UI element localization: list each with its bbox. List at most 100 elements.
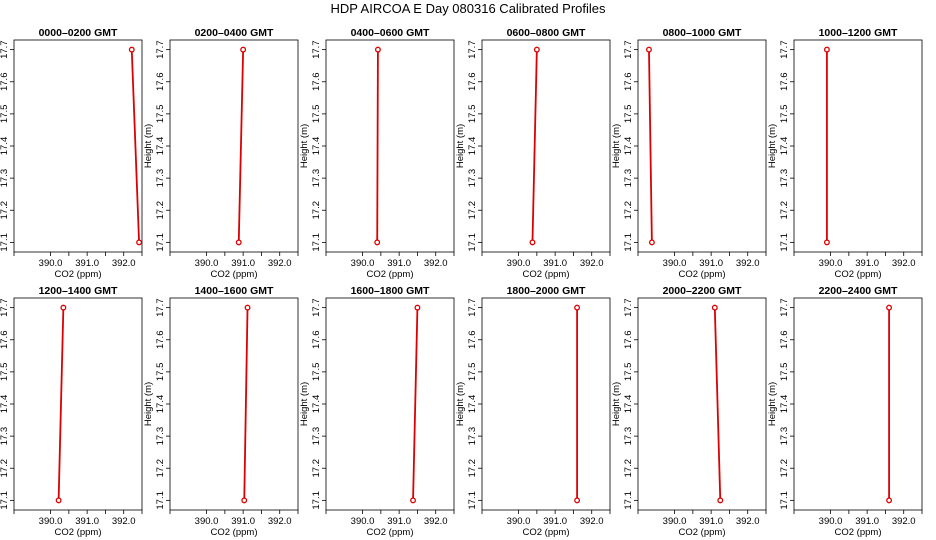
y-axis-label: Height (m) xyxy=(767,124,778,168)
panel-title: 2200–2400 GMT xyxy=(819,285,898,297)
y-tick-label: 17.5 xyxy=(155,105,166,124)
data-point xyxy=(128,46,135,53)
panel-title: 1000–1200 GMT xyxy=(819,27,898,39)
data-point xyxy=(574,497,581,504)
y-axis-label: Height (m) xyxy=(455,124,466,168)
y-axis-label: Height (m) xyxy=(455,382,466,426)
y-tick-label: 17.3 xyxy=(0,427,10,446)
y-tick-label: 17.7 xyxy=(467,40,478,59)
x-tick-label: 392.0 xyxy=(736,258,760,269)
profile-line xyxy=(237,49,245,243)
chart-panel: 1800–2000 GMT 390.0 391.0 392.0 CO2 (ppm) 17.… xyxy=(455,285,611,538)
y-axis-label: Height (m) xyxy=(143,124,154,168)
y-tick-label: 17.4 xyxy=(311,395,322,414)
x-axis-label: CO2 (ppm) xyxy=(835,269,882,280)
data-point xyxy=(533,46,540,53)
panel-title: 0200–0400 GMT xyxy=(195,27,274,39)
data-point xyxy=(244,304,251,311)
y-tick-label: 17.7 xyxy=(467,298,478,317)
y-tick-label: 17.4 xyxy=(623,137,634,156)
y-tick-label: 17.1 xyxy=(311,491,322,510)
chart-panel: 0400–0600 GMT 390.0 391.0 392.0 CO2 (ppm) 17.… xyxy=(299,27,455,280)
plot-frame xyxy=(637,39,767,253)
plot-frame xyxy=(481,39,611,253)
profile-line xyxy=(243,307,249,501)
plot-frame xyxy=(481,297,611,511)
x-tick-label: 391.0 xyxy=(855,516,879,527)
y-tick-label: 17.2 xyxy=(155,459,166,478)
plot-frame xyxy=(13,39,143,253)
x-tick-label: 390.0 xyxy=(195,258,219,269)
x-tick-label: 392.0 xyxy=(112,516,136,527)
y-tick-label: 17.4 xyxy=(155,395,166,414)
x-tick-label: 391.0 xyxy=(387,516,411,527)
y-tick-label: 17.7 xyxy=(0,40,10,59)
y-tick-label: 17.3 xyxy=(779,169,790,188)
x-tick-label: 392.0 xyxy=(268,258,292,269)
chart-panel: 0600–0800 GMT 390.0 391.0 392.0 CO2 (ppm) 17.… xyxy=(455,27,611,280)
y-tick-label: 17.1 xyxy=(155,491,166,510)
y-axis-label: Height (m) xyxy=(143,382,154,426)
x-tick-label: 390.0 xyxy=(351,516,375,527)
y-axis-label: Height (m) xyxy=(299,124,310,168)
y-tick-label: 17.2 xyxy=(311,201,322,220)
y-tick-label: 17.1 xyxy=(0,491,10,510)
x-tick-label: 391.0 xyxy=(231,516,255,527)
y-tick-label: 17.1 xyxy=(623,491,634,510)
plot-frame xyxy=(325,297,455,511)
y-tick-label: 17.1 xyxy=(155,233,166,252)
y-tick-label: 17.1 xyxy=(779,491,790,510)
y-tick-label: 17.6 xyxy=(779,331,790,350)
y-tick-label: 17.3 xyxy=(623,169,634,188)
y-tick-label: 17.4 xyxy=(467,395,478,414)
panel-title: 0800–1000 GMT xyxy=(663,27,742,39)
page-title: HDP AIRCOA E Day 080316 Calibrated Profi… xyxy=(330,1,606,16)
x-tick-label: 390.0 xyxy=(351,258,375,269)
chart-panel: 0800–1000 GMT 390.0 391.0 392.0 CO2 (ppm) 17.… xyxy=(611,27,767,280)
chart-panel: 0200–0400 GMT 390.0 391.0 392.0 CO2 (ppm) 17.… xyxy=(143,27,299,280)
chart-panel: 1000–1200 GMT 390.0 391.0 392.0 CO2 (ppm) 17.… xyxy=(767,27,923,280)
y-tick-label: 17.5 xyxy=(467,105,478,124)
data-point xyxy=(886,497,893,504)
x-axis-label: CO2 (ppm) xyxy=(523,527,570,538)
y-tick-label: 17.6 xyxy=(0,73,10,92)
panel-title: 1800–2000 GMT xyxy=(507,285,586,297)
data-point xyxy=(823,239,830,246)
chart-panel: 0000–0200 GMT 390.0 391.0 392.0 CO2 (ppm) 17.… xyxy=(0,27,143,280)
x-tick-label: 391.0 xyxy=(699,258,723,269)
x-tick-label: 391.0 xyxy=(387,258,411,269)
x-tick-label: 391.0 xyxy=(75,516,99,527)
x-axis-label: CO2 (ppm) xyxy=(679,527,726,538)
y-tick-label: 17.7 xyxy=(155,40,166,59)
chart-panel: 1400–1600 GMT 390.0 391.0 392.0 CO2 (ppm) 17.… xyxy=(143,285,299,538)
y-tick-label: 17.2 xyxy=(155,201,166,220)
y-tick-label: 17.3 xyxy=(0,169,10,188)
panel-title: 0000–0200 GMT xyxy=(39,27,118,39)
y-tick-label: 17.2 xyxy=(623,459,634,478)
y-tick-label: 17.7 xyxy=(779,298,790,317)
y-tick-label: 17.4 xyxy=(0,395,10,414)
panel-title: 0400–0600 GMT xyxy=(351,27,430,39)
data-point xyxy=(574,304,581,311)
x-axis-label: CO2 (ppm) xyxy=(55,269,102,280)
data-point xyxy=(886,304,893,311)
panel-title: 1400–1600 GMT xyxy=(195,285,274,297)
data-point xyxy=(55,497,62,504)
y-tick-label: 17.6 xyxy=(779,73,790,92)
profile-line xyxy=(531,49,538,243)
y-tick-label: 17.3 xyxy=(779,427,790,446)
y-tick-label: 17.2 xyxy=(467,459,478,478)
panel-title: 1200–1400 GMT xyxy=(39,285,118,297)
y-tick-label: 17.3 xyxy=(311,169,322,188)
y-tick-label: 17.5 xyxy=(779,105,790,124)
data-point xyxy=(717,497,724,504)
x-tick-label: 390.0 xyxy=(507,258,531,269)
data-point xyxy=(241,497,248,504)
x-axis-label: CO2 (ppm) xyxy=(367,269,414,280)
x-tick-label: 390.0 xyxy=(819,516,843,527)
y-tick-label: 17.4 xyxy=(0,137,10,156)
data-point xyxy=(711,304,718,311)
y-tick-label: 17.6 xyxy=(155,331,166,350)
x-tick-label: 390.0 xyxy=(39,258,63,269)
y-tick-label: 17.1 xyxy=(311,233,322,252)
